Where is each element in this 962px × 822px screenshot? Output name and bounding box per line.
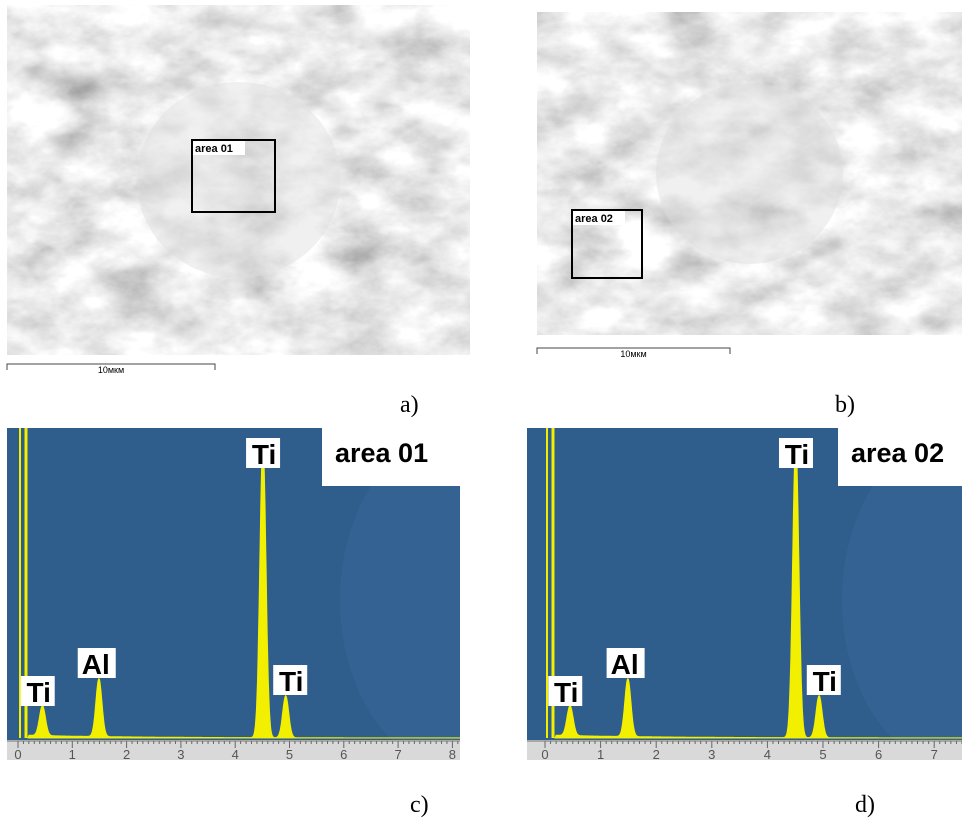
peak-label: Ti	[813, 666, 837, 697]
axis-tick-label: 7	[931, 747, 938, 762]
peak-label: Al	[82, 649, 110, 680]
figure: area 01 10мкм a) area 02 10мкм b) 0 1 2 3 4 5 6 7 8 Ti A…	[0, 0, 962, 822]
panel-label: c)	[410, 792, 429, 818]
axis-tick-label: 8	[449, 747, 456, 762]
axis-tick-label: 2	[123, 747, 130, 762]
axis-tick-label: 7	[394, 747, 401, 762]
axis-tick-label: 5	[819, 747, 826, 762]
axis-tick-label: 0	[541, 747, 548, 762]
axis-tick-label: 1	[597, 747, 604, 762]
peak-label: Ti	[554, 677, 578, 708]
axis-tick-label: 3	[708, 747, 715, 762]
axis-tick-label: 4	[232, 747, 239, 762]
axis-tick-label: 0	[14, 747, 21, 762]
axis-tick-label: 5	[286, 747, 293, 762]
area-tag: area 02	[575, 213, 613, 225]
peak-label: Ti	[785, 439, 809, 470]
sem-highlight	[656, 83, 843, 264]
panel-label: b)	[835, 392, 855, 418]
axis-tick-label: 1	[69, 747, 76, 762]
axis-tick-label: 6	[340, 747, 347, 762]
scale-label: 10мкм	[620, 349, 646, 359]
peak-label: Ti	[27, 677, 51, 708]
sem-highlight	[137, 82, 341, 278]
peak-label: Al	[611, 649, 639, 680]
area-label: area 01	[335, 438, 428, 468]
axis-tick-label: 3	[177, 747, 184, 762]
scale-label: 10мкм	[98, 365, 124, 375]
peak-label: Ti	[252, 439, 276, 470]
spectrum: 0 1 2 3 4 5 6 7 8 Ti Al Ti Ti area 01	[7, 428, 580, 770]
axis-tick-label: 4	[764, 747, 771, 762]
area-tag: area 01	[195, 143, 233, 155]
panel-label: d)	[855, 792, 875, 818]
axis-tick-label: 6	[875, 747, 882, 762]
panel-label: a)	[400, 392, 419, 418]
axis-tick-label: 2	[653, 747, 660, 762]
area-label: area 02	[851, 438, 944, 468]
peak-label: Ti	[279, 666, 303, 697]
axis-strip	[527, 740, 962, 760]
